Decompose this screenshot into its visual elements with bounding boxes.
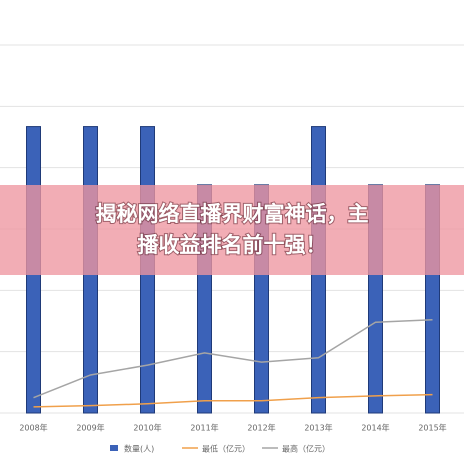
- legend-swatch: [110, 445, 118, 451]
- x-tick-label: 2015年: [418, 423, 446, 433]
- legend-label: 数量(人): [124, 444, 154, 454]
- title-banner: [0, 185, 464, 275]
- x-tick-label: 2013年: [304, 423, 332, 433]
- x-tick-label: 2014年: [361, 423, 389, 433]
- x-tick-label: 2012年: [247, 423, 275, 433]
- x-tick-label: 2008年: [19, 423, 47, 433]
- x-tick-label: 2010年: [133, 423, 161, 433]
- line: [33, 319, 433, 399]
- legend-label: 最高（亿元）: [282, 444, 330, 454]
- title: 播收益排名前十强！: [138, 233, 327, 257]
- x-tick-label: 2009年: [76, 423, 104, 433]
- line: [33, 393, 433, 408]
- legend-label: 最低（亿元）: [202, 444, 250, 454]
- title: 揭秘网络直播界财富神话，主: [96, 202, 369, 226]
- x-tick-label: 2011年: [190, 423, 218, 433]
